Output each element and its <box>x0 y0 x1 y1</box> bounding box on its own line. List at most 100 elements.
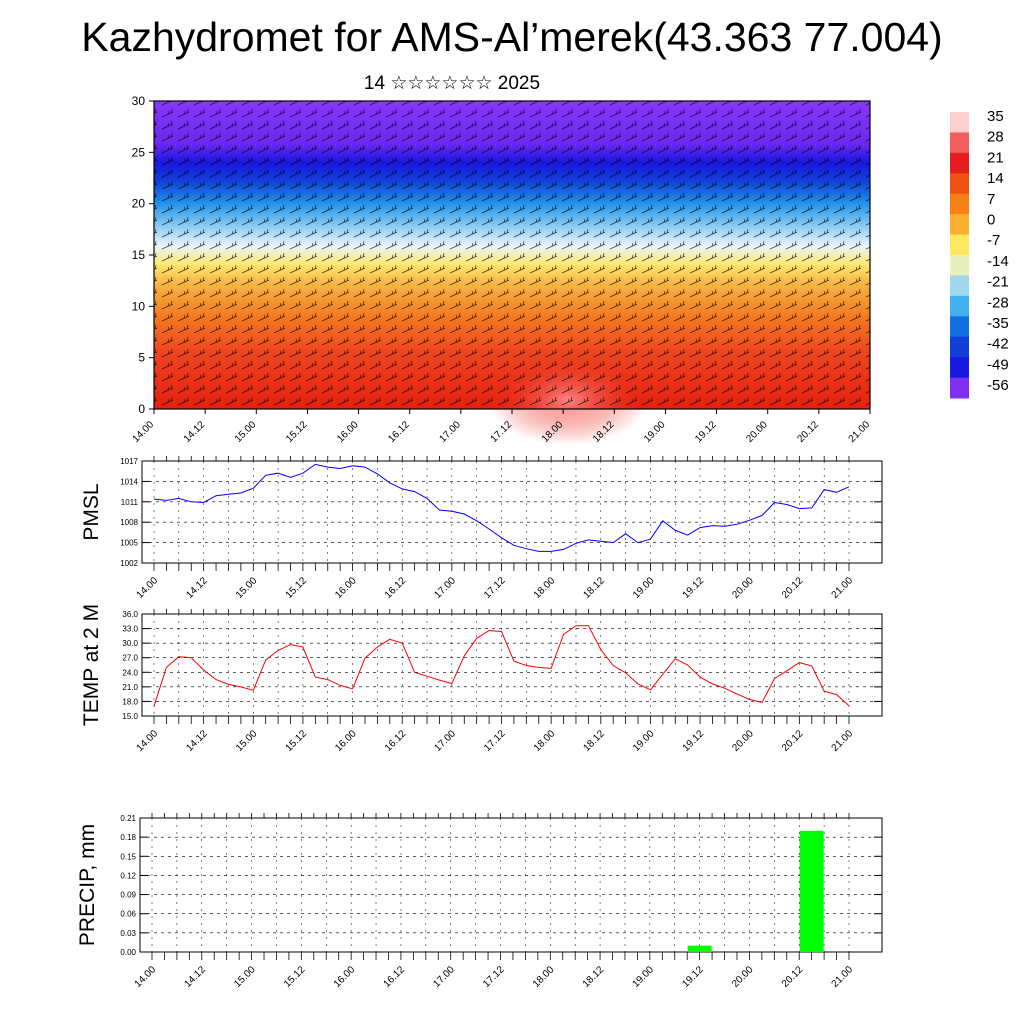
x-tick-label: 14.00 <box>131 419 157 445</box>
x-tick-label: 20.00 <box>730 575 756 601</box>
colorbar-segment <box>950 173 969 195</box>
x-tick-label: 15.12 <box>284 728 310 754</box>
colorbar-label: -21 <box>987 274 1009 291</box>
x-tick-label: 21.00 <box>830 728 856 754</box>
x-tick-label: 14.12 <box>184 728 210 754</box>
x-tick-label: 17.12 <box>481 964 507 990</box>
x-tick-label: 16.00 <box>333 575 359 601</box>
x-tick-label: 18.12 <box>581 575 607 601</box>
x-tick-label: 18.12 <box>581 964 607 990</box>
temperature-cross-section: 0 5 10 15 20 25 30 14.00 14.12 15.00 15.12 16.00 16.… <box>131 94 873 445</box>
precip-bar <box>799 830 824 952</box>
x-tick-label: 18.12 <box>581 728 607 754</box>
y-tick-label: 10 <box>132 299 146 313</box>
x-tick-label: 14.00 <box>135 575 161 601</box>
y-tick-label: 5 <box>138 351 145 365</box>
colorbar-segment <box>950 316 969 338</box>
y-tick-label: 0 <box>138 402 145 416</box>
x-tick-label: 17.00 <box>438 419 464 445</box>
x-tick-label: 15.00 <box>234 575 260 601</box>
colorbar-segment <box>950 132 969 154</box>
y-tick-label: 0.18 <box>120 833 136 842</box>
x-tick-label: 16.00 <box>335 419 361 445</box>
x-tick-label: 16.12 <box>383 575 409 601</box>
y-tick-label: 27.0 <box>122 654 138 663</box>
colorbar-label: -7 <box>987 232 1000 249</box>
x-tick-label: 17.00 <box>433 575 459 601</box>
x-tick-label: 19.00 <box>631 575 657 601</box>
x-tick-label: 17.00 <box>433 728 459 754</box>
y-tick-label: 20 <box>132 197 146 211</box>
panel-frame <box>141 613 883 717</box>
y-tick-label: 21.0 <box>122 683 138 692</box>
x-tick-label: 16.12 <box>386 419 412 445</box>
precip-bar <box>687 945 712 952</box>
x-tick-label: 18.00 <box>531 964 557 990</box>
colorbar-label: 14 <box>987 170 1004 187</box>
series-line <box>153 463 850 552</box>
x-tick-label: 16.12 <box>382 964 408 990</box>
y-tick-label: 0.15 <box>120 852 136 861</box>
x-tick-label: 17.12 <box>482 575 508 601</box>
pmsl-plot: 1002 1005 1008 1011 1014 1017 14.00 14.12 15.00 1… <box>80 456 883 601</box>
y-tick-label: 36.0 <box>122 610 138 619</box>
x-tick-label: 15.12 <box>284 419 310 445</box>
y-tick-label: 0.06 <box>120 910 136 919</box>
y-tick-label: 1017 <box>120 457 138 466</box>
colorbar-segment <box>950 112 969 133</box>
temp-2m-plot: 15.0 18.0 21.0 24.0 27.0 30.0 33.0 36.0 14.00 14.… <box>80 604 883 754</box>
colorbar-label: -42 <box>987 336 1009 353</box>
x-tick-label: 19.12 <box>680 964 706 990</box>
y-tick-label: 1002 <box>120 559 138 568</box>
x-tick-label: 21.00 <box>830 575 856 601</box>
x-tick-label: 15.00 <box>234 728 260 754</box>
x-tick-label: 17.00 <box>431 964 457 990</box>
y-tick-label: 33.0 <box>122 625 138 634</box>
y-tick-label: 25 <box>132 145 146 159</box>
x-tick-label: 17.12 <box>482 728 508 754</box>
y-tick-label: 30 <box>132 94 146 108</box>
colorbar-label: 0 <box>987 212 995 229</box>
x-tick-label: 20.12 <box>780 728 806 754</box>
x-tick-label: 15.12 <box>284 575 310 601</box>
x-tick-label: 15.12 <box>282 964 308 990</box>
chart-title: Kazhydromet for AMS-Al’merek(43.363 77.0… <box>81 14 943 60</box>
y-tick-label: 18.0 <box>122 697 138 706</box>
series-line <box>153 625 850 707</box>
colorbar-segment <box>950 255 969 276</box>
colorbar-label: 7 <box>987 191 995 208</box>
x-tick-label: 16.00 <box>332 964 358 990</box>
colorbar-label: 28 <box>987 129 1004 146</box>
x-tick-label: 18.00 <box>532 575 558 601</box>
y-axis-label: PRECIP, mm <box>76 824 99 946</box>
x-tick-label: 21.00 <box>830 964 856 990</box>
colorbar: 35 28 21 14 7 0 -7 -14 -21 -28 -35 -42 -49 -56 <box>950 108 1009 399</box>
x-tick-label: 14.12 <box>182 419 208 445</box>
colorbar-label: -49 <box>987 356 1009 373</box>
x-tick-label: 21.00 <box>847 419 873 445</box>
colorbar-segment <box>950 214 969 236</box>
x-tick-label: 14.00 <box>135 728 161 754</box>
x-tick-label: 19.00 <box>631 964 657 990</box>
y-axis-label: TEMP at 2 M <box>80 604 103 726</box>
x-tick-label: 14.12 <box>182 964 208 990</box>
x-tick-label: 20.12 <box>796 419 822 445</box>
colorbar-label: -14 <box>987 253 1009 270</box>
colorbar-label: -56 <box>987 377 1009 394</box>
colorbar-label: -35 <box>987 315 1009 332</box>
colorbar-segment <box>950 357 969 379</box>
panel-frame <box>141 460 883 564</box>
x-tick-label: 15.00 <box>232 964 258 990</box>
y-tick-label: 1008 <box>120 518 138 527</box>
y-tick-label: 15 <box>132 248 146 262</box>
x-tick-label: 19.12 <box>693 419 719 445</box>
colorbar-segment <box>950 377 969 399</box>
x-tick-label: 19.00 <box>642 419 668 445</box>
colorbar-label: 35 <box>987 108 1004 125</box>
y-tick-label: 15.0 <box>122 712 138 721</box>
y-tick-label: 24.0 <box>122 668 138 677</box>
chart-subtitle: 14 ☆☆☆☆☆☆ 2025 <box>363 73 541 94</box>
x-tick-label: 18.00 <box>532 728 558 754</box>
x-tick-label: 19.12 <box>681 575 707 601</box>
colorbar-segment <box>950 295 969 317</box>
